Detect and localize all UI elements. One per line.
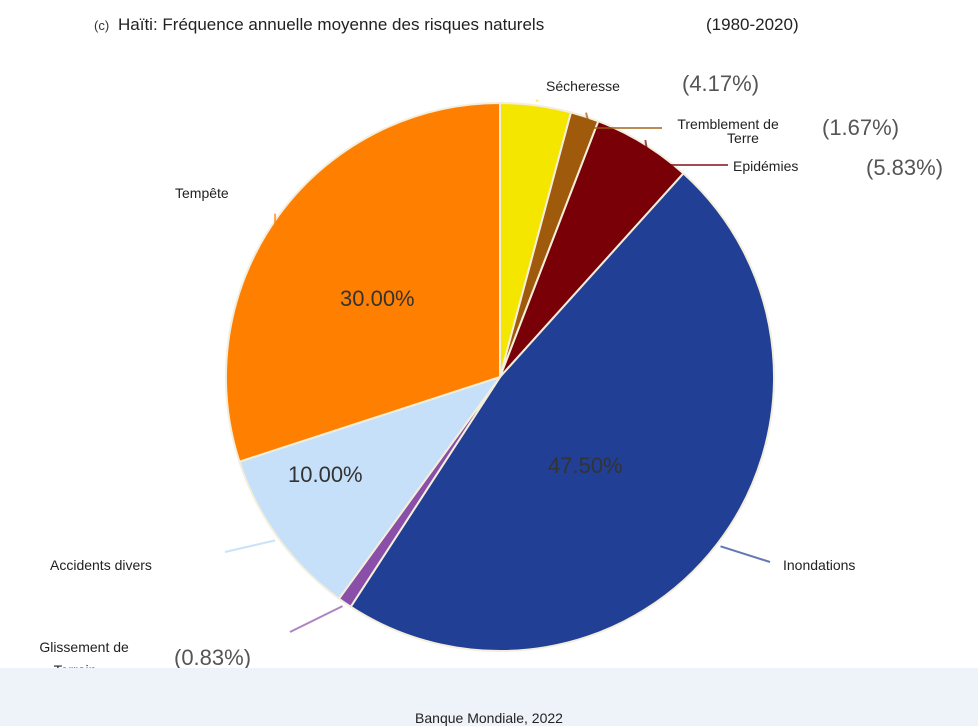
- leader-line-epid-mies: [644, 139, 728, 166]
- pct-tempete: 30.00%: [340, 286, 415, 311]
- label-inondations: Inondations: [783, 557, 855, 573]
- label-glissement-line1: Glissement de: [39, 639, 129, 655]
- label-epidemies: Epidémies: [733, 158, 798, 174]
- pct-tremblement: (1.67%): [822, 115, 899, 140]
- chart-period: (1980-2020): [706, 15, 799, 34]
- leader-line-tremblement-de-terre: [585, 112, 662, 129]
- pct-glissement: (0.83%): [174, 645, 251, 670]
- label-secheresse: Sécheresse: [546, 78, 620, 94]
- leader-line-accidents-divers: [224, 539, 276, 553]
- pie-slice-temp-te: [225, 101, 501, 463]
- pct-accidents-divers: 10.00%: [288, 462, 363, 487]
- pct-epidemies: (5.83%): [866, 155, 943, 180]
- pie-slices: [225, 101, 775, 652]
- label-tremblement-line2: Terre: [727, 130, 759, 146]
- footer-band: [0, 668, 978, 726]
- label-accidents-divers: Accidents divers: [50, 557, 152, 573]
- leader-line-inondations: [720, 545, 771, 563]
- pie-slice-inondations: [349, 172, 775, 652]
- chart-title-prefix: (c): [94, 18, 109, 33]
- leader-line-s-cheresse: [535, 99, 539, 103]
- label-tremblement: Tremblement de Terre: [677, 116, 782, 146]
- label-tremblement-line1: Tremblement de: [677, 116, 779, 132]
- label-tempete: Tempête: [175, 185, 229, 201]
- pct-secheresse: (4.17%): [682, 71, 759, 96]
- pie-slice-accidents-divers: [238, 375, 503, 601]
- leader-lines: [224, 99, 771, 633]
- source-note: Banque Mondiale, 2022: [415, 710, 563, 726]
- chart-title: Haïti: Fréquence annuelle moyenne des ri…: [118, 15, 544, 34]
- leader-line-glissement-de-terrain: [289, 605, 343, 633]
- pct-inondations: 47.50%: [548, 453, 623, 478]
